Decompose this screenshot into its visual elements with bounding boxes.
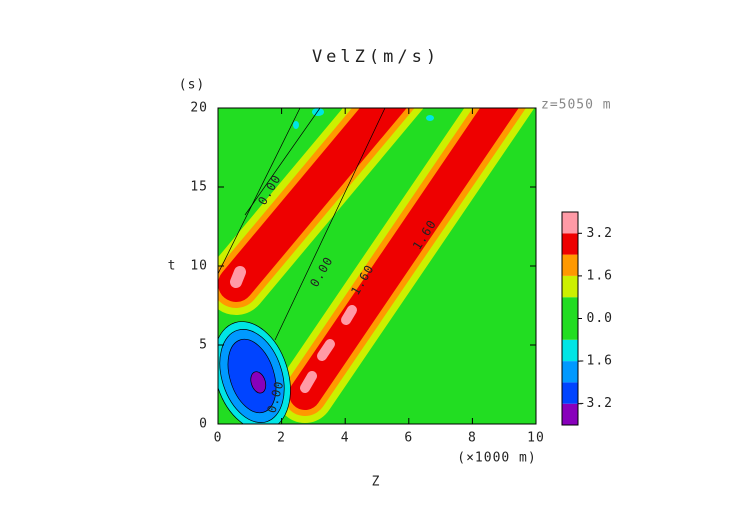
x-tick-label: 6 xyxy=(404,431,413,446)
colorbar-cell xyxy=(562,403,578,425)
y-tick-label: 0 xyxy=(199,417,208,432)
band-fill xyxy=(312,108,324,116)
x-axis-label: Z xyxy=(372,475,381,490)
colorbar-cell xyxy=(562,254,578,276)
chart-title: VelZ(m/s) xyxy=(312,47,440,67)
x-tick-label: 0 xyxy=(214,431,223,446)
colorbar-cell xyxy=(562,297,578,319)
colorbar-tick-label: 0.0 xyxy=(587,311,613,326)
colorbar-tick-label: -3.2 xyxy=(578,396,613,411)
x-tick-label: 10 xyxy=(527,431,545,446)
band-fill xyxy=(230,266,246,288)
y-tick-label: 5 xyxy=(199,338,208,353)
x-tick-label: 8 xyxy=(468,431,477,446)
x-tick-label: 2 xyxy=(277,431,286,446)
colorbar-cell xyxy=(562,275,578,298)
colorbar-tick-label: -1.6 xyxy=(578,354,613,369)
band-fill xyxy=(341,305,357,325)
y-tick-label: 15 xyxy=(190,180,208,195)
contour-line xyxy=(244,108,321,216)
band-fill xyxy=(293,121,299,129)
y-tick-label: 20 xyxy=(190,101,208,116)
colorbar-cell xyxy=(562,382,578,404)
band-fill xyxy=(218,108,407,302)
colorbar-cell xyxy=(562,212,578,234)
colorbar-tick-label: 1.6 xyxy=(587,268,613,283)
colorbar-cell xyxy=(562,361,578,383)
colorbar-cell xyxy=(562,318,578,340)
x-tick-label: 4 xyxy=(341,431,350,446)
band-fill xyxy=(426,115,434,121)
band-fill xyxy=(289,108,519,410)
y-tick-label: 10 xyxy=(190,259,208,274)
band-fill xyxy=(250,371,267,394)
colorbar-cell xyxy=(562,339,578,362)
colorbar-cell xyxy=(562,233,578,255)
contour-line xyxy=(274,108,386,341)
band-fill xyxy=(317,339,335,361)
annotation: z=5050 m xyxy=(541,98,612,113)
band-fill xyxy=(300,371,317,393)
contour-field xyxy=(218,108,536,424)
x-unit: (×1000 m) xyxy=(457,451,536,466)
y-axis-label: t xyxy=(168,259,177,274)
colorbar-tick-label: 3.2 xyxy=(587,226,613,241)
y-unit: (s) xyxy=(179,78,205,93)
